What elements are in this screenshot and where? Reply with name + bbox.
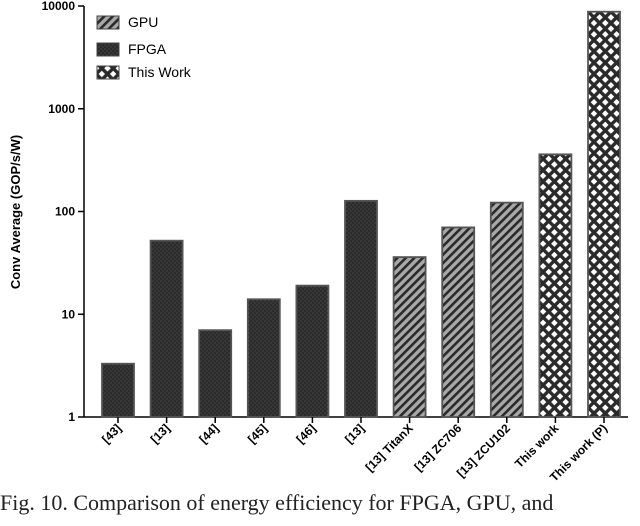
y-axis-title: Conv Average (GOP/s/W)	[8, 135, 23, 289]
x-tick-label: [13] ZC706	[411, 421, 464, 474]
x-tick-label: [13]	[148, 421, 173, 446]
bar	[441, 226, 476, 418]
bar	[489, 201, 524, 418]
x-tick-label: [43]	[99, 421, 124, 446]
x-tick-label: [13]	[342, 421, 367, 446]
bar	[149, 239, 184, 418]
bar	[198, 329, 233, 418]
x-tick-labels: [43] [13] [44] [45] [46] [13][13] TitanX[13] …	[99, 417, 610, 484]
y-tick-label: 1	[68, 410, 75, 424]
legend-item-gpu: GPU	[96, 14, 158, 30]
y-ticks: 1 10 100 1000 10000	[42, 0, 84, 424]
x-tick-label: [45]	[245, 421, 270, 446]
legend-label-gpu: GPU	[128, 14, 158, 30]
legend: GPU FPGA This Work	[96, 14, 192, 80]
bar	[392, 256, 427, 418]
legend-swatch-fpga	[96, 42, 120, 57]
bar	[587, 10, 621, 418]
legend-swatch-this-work	[96, 65, 120, 80]
x-tick-label: [46]	[294, 421, 319, 446]
figure-caption: Fig. 10. Comparison of energy efficiency…	[0, 490, 554, 515]
bar	[344, 199, 378, 418]
x-tick-label: [13] TitanX	[363, 421, 416, 474]
legend-item-this-work: This Work	[96, 64, 192, 80]
bar-chart: Conv Average (GOP/s/W) 1 10 100 1000 10000 […	[8, 0, 628, 484]
bars	[101, 10, 621, 418]
y-tick-label: 100	[55, 205, 75, 219]
legend-label-fpga: FPGA	[128, 41, 167, 57]
bar	[101, 362, 135, 418]
y-tick-label: 1000	[48, 102, 75, 116]
legend-item-fpga: FPGA	[96, 41, 167, 57]
bar	[538, 153, 573, 418]
x-tick-label: This work	[512, 421, 562, 471]
legend-label-this-work: This Work	[128, 64, 192, 80]
y-tick-label: 10	[62, 307, 76, 321]
y-tick-label: 10000	[42, 0, 76, 13]
bar	[246, 298, 281, 418]
x-tick-label: [44]	[196, 421, 221, 446]
bar	[295, 284, 330, 418]
legend-swatch-gpu	[96, 15, 120, 30]
